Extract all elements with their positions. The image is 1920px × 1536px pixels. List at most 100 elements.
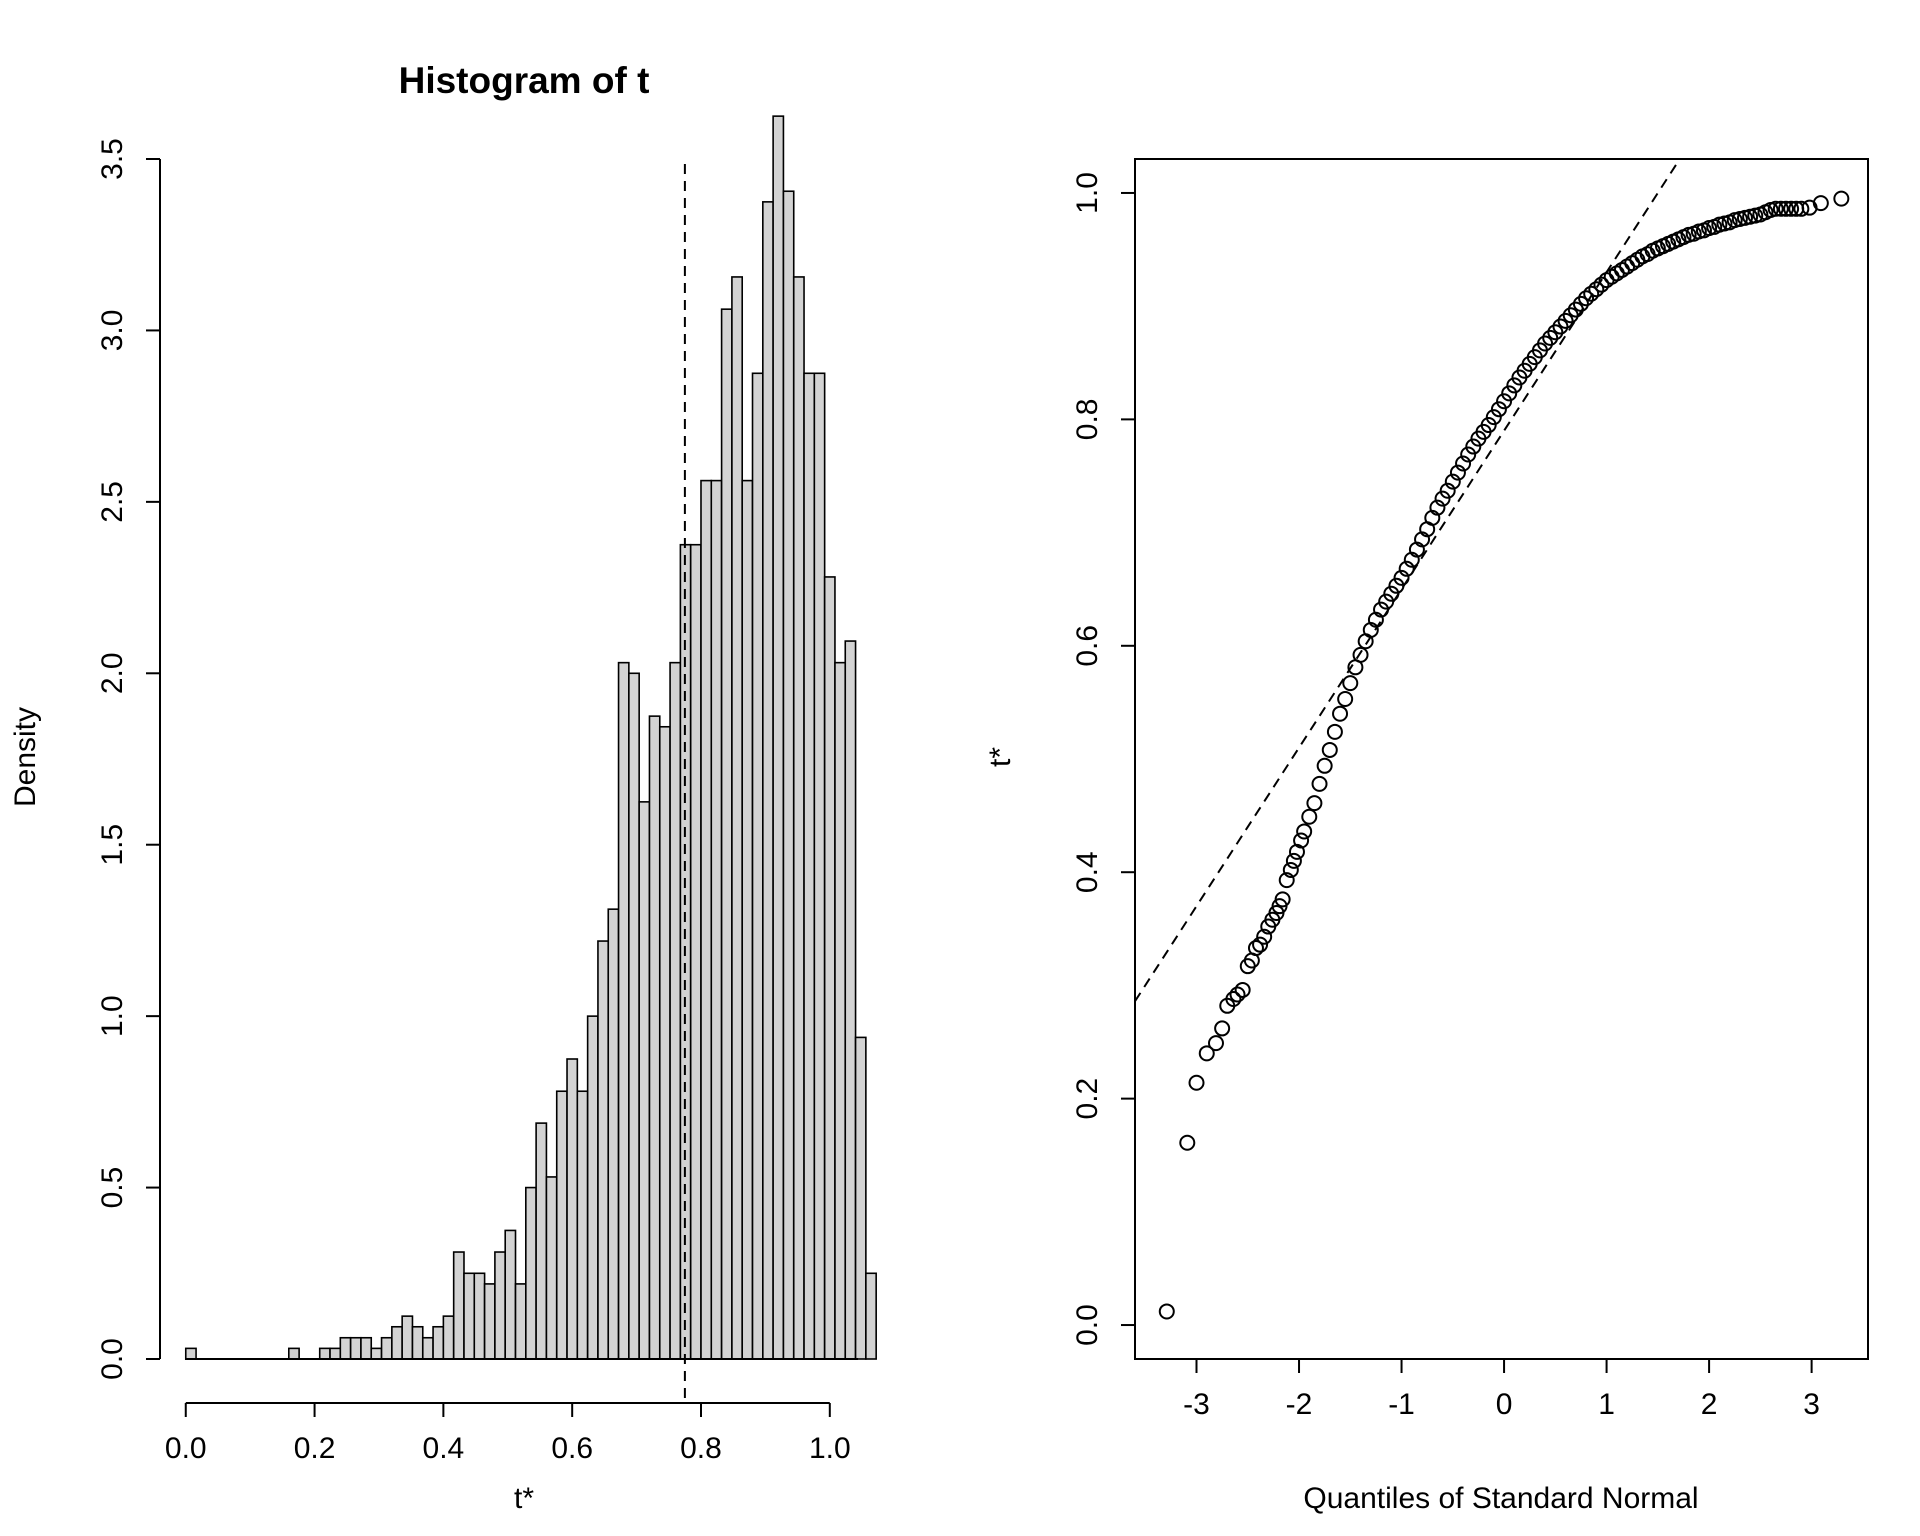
histogram-bar: [741, 479, 754, 1360]
qq-point: [1578, 290, 1595, 307]
histogram-bar: [710, 479, 723, 1360]
qq-y-tick-label: 0.2: [1071, 1078, 1104, 1120]
histogram-x-tick-label: 0.8: [680, 1432, 722, 1465]
qq-point: [1398, 560, 1415, 577]
qq-point: [1301, 808, 1318, 825]
qq-point: [1388, 577, 1405, 594]
qq-x-tick-label: 3: [1803, 1388, 1820, 1421]
qq-point: [1777, 200, 1794, 217]
qq-point: [1342, 675, 1359, 692]
histogram-bar: [628, 672, 640, 1360]
histogram-bar: [370, 1347, 383, 1360]
qq-point: [1557, 312, 1574, 329]
histogram-bar: [792, 276, 805, 1360]
qq-point: [1282, 861, 1299, 878]
qq-point: [1274, 891, 1291, 908]
qq-point: [1207, 1035, 1224, 1052]
qq-x-tick-label: -1: [1388, 1388, 1415, 1421]
qq-point: [1306, 795, 1323, 812]
qq-point: [1501, 385, 1518, 402]
qq-reference-line: [1135, 159, 1681, 1002]
qq-point: [1393, 569, 1410, 586]
histogram-bar: [442, 1315, 455, 1360]
qq-y-tick-label: 0.0: [1071, 1304, 1104, 1346]
histogram-bar: [813, 372, 826, 1360]
histogram-y-tick-label: 2.0: [96, 652, 129, 694]
qq-y-tick-label: 1.0: [1071, 172, 1104, 214]
qq-y-tick-label: 0.4: [1071, 851, 1104, 893]
qq-point: [1352, 646, 1369, 663]
qq-point: [1383, 585, 1400, 602]
histogram-bar: [401, 1315, 414, 1360]
qq-point: [1812, 195, 1829, 212]
qq-y-axis-title: t*: [984, 747, 1017, 767]
qq-point: [1278, 872, 1295, 889]
histogram-bar: [700, 479, 713, 1360]
qq-point: [1337, 691, 1354, 707]
histogram-bar: [380, 1336, 393, 1360]
histogram-bar: [452, 1251, 465, 1360]
histogram-bar: [617, 661, 630, 1360]
qq-point: [1326, 723, 1343, 740]
histogram-bar: [555, 1090, 568, 1360]
qq-point: [1767, 200, 1784, 217]
qq-point: [1833, 190, 1850, 207]
qq-point: [1449, 464, 1466, 481]
qq-point: [1562, 307, 1579, 324]
histogram-bar: [586, 1015, 599, 1360]
qq-point: [1229, 986, 1246, 1003]
qq-point: [1485, 409, 1502, 426]
qq-point: [1214, 1020, 1231, 1037]
histogram-bar: [689, 543, 702, 1360]
histogram-bar: [597, 940, 610, 1360]
histogram-bar: [669, 661, 682, 1360]
qq-point: [1460, 446, 1477, 463]
histogram-y-ticks: 0.0 0.5 1.0 1.5 2.0 2.5 3.0 3.5: [96, 138, 160, 1380]
qq-point: [1793, 200, 1810, 217]
qq-point: [1332, 705, 1349, 722]
qq-point: [1285, 852, 1302, 869]
histogram-bar: [834, 661, 847, 1360]
qq-point: [1547, 324, 1564, 341]
qq-y-tick-label: 0.6: [1071, 625, 1104, 667]
histogram-bar: [803, 372, 816, 1360]
histogram-y-tick-label: 0.5: [96, 1167, 129, 1209]
qq-point: [1439, 482, 1456, 499]
qq-x-tick-label: 2: [1701, 1388, 1718, 1421]
histogram-x-tick-label: 0.4: [423, 1432, 465, 1465]
qq-point: [1373, 601, 1390, 618]
qq-point: [1179, 1134, 1196, 1151]
histogram-bar: [525, 1186, 537, 1360]
histogram-bar: [473, 1272, 486, 1360]
qq-x-axis-title: Quantiles of Standard Normal: [1303, 1482, 1698, 1515]
qq-point: [1296, 823, 1313, 840]
qq-point: [1506, 377, 1523, 394]
histogram-bar: [658, 725, 671, 1360]
qq-point: [1583, 285, 1600, 302]
histogram-bar: [720, 308, 733, 1360]
histogram-bar: [762, 201, 774, 1360]
qq-point: [1480, 417, 1497, 434]
histogram-y-tick-label: 3.5: [96, 138, 129, 180]
qq-point: [1465, 438, 1482, 455]
histogram-title: Histogram of t: [399, 60, 650, 101]
qq-point: [1378, 593, 1395, 610]
qq-x-tick-label: -3: [1183, 1388, 1210, 1421]
qq-point: [1288, 843, 1305, 860]
histogram-bar: [411, 1325, 424, 1360]
qq-point: [1198, 1045, 1215, 1062]
histogram-bar: [731, 276, 744, 1360]
qq-point: [1572, 295, 1589, 312]
histogram-bar: [844, 640, 857, 1360]
histogram-bar: [360, 1336, 373, 1360]
histogram-bar: [823, 576, 836, 1360]
qq-point: [1311, 775, 1328, 792]
qq-point: [1225, 991, 1242, 1007]
histogram-bar: [421, 1336, 434, 1360]
qq-point: [1593, 276, 1610, 293]
histogram-y-tick-label: 0.0: [96, 1338, 129, 1380]
histogram-x-tick-label: 0.6: [551, 1432, 593, 1465]
histogram-y-tick-label: 3.0: [96, 310, 129, 352]
